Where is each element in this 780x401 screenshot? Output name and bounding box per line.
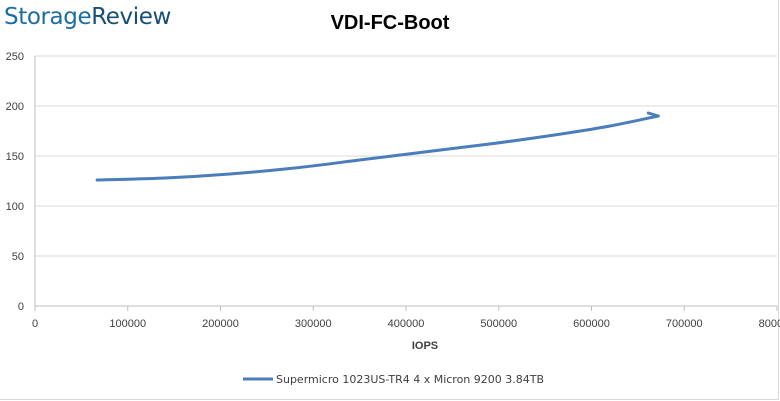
series-lines bbox=[95, 111, 660, 182]
x-tick-label: 600000 bbox=[573, 318, 610, 330]
y-tick-label: 200 bbox=[6, 101, 24, 113]
y-tick-label: 150 bbox=[6, 151, 24, 163]
x-axis-label: IOPS bbox=[412, 340, 438, 352]
x-tick-label: 400000 bbox=[388, 318, 425, 330]
logo-text-storage: Storage bbox=[4, 4, 92, 30]
x-tick-label: 0 bbox=[32, 318, 38, 330]
series-line bbox=[95, 114, 660, 182]
y-tick-labels: 0 50 100 150 200 250 bbox=[6, 51, 24, 313]
x-tick-label: 300000 bbox=[295, 318, 332, 330]
x-tick-label: 700000 bbox=[666, 318, 703, 330]
storagereview-logo: StorageReview bbox=[4, 4, 171, 30]
series-line-end bbox=[646, 111, 660, 118]
logo-text-review: Review bbox=[91, 4, 171, 30]
x-tick-label: 200000 bbox=[202, 318, 239, 330]
chart-title: VDI-FC-Boot bbox=[330, 12, 450, 34]
y-tick-label: 250 bbox=[6, 51, 24, 63]
y-tick-label: 0 bbox=[18, 301, 24, 313]
gridlines bbox=[35, 55, 777, 257]
y-tick-label: 100 bbox=[6, 201, 24, 213]
x-tick-label: 800000 bbox=[759, 318, 780, 330]
x-tick-label: 500000 bbox=[480, 318, 517, 330]
legend: Supermicro 1023US-TR4 4 x Micron 9200 3.… bbox=[243, 373, 544, 386]
y-tick-label: 50 bbox=[12, 251, 24, 263]
x-tick-label: 100000 bbox=[109, 318, 146, 330]
x-tick-labels: 0 100000 200000 300000 400000 500000 600000 700… bbox=[32, 318, 780, 330]
axes bbox=[34, 56, 778, 311]
legend-label: Supermicro 1023US-TR4 4 x Micron 9200 3.… bbox=[276, 373, 544, 386]
